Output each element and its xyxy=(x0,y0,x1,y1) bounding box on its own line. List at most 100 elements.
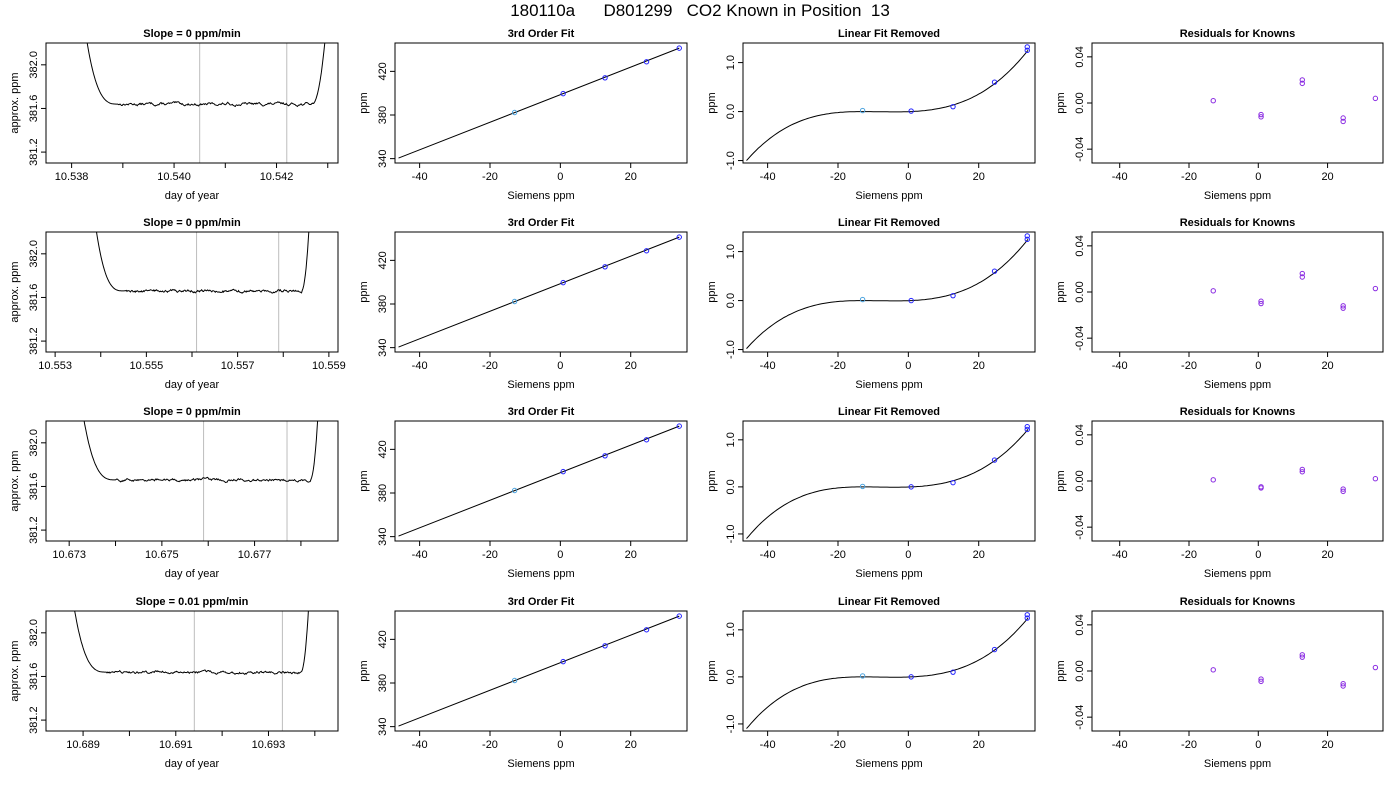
data-point xyxy=(1340,680,1346,687)
x-tick-label: -40 xyxy=(760,171,776,183)
y-axis-label: ppm xyxy=(1055,470,1067,491)
data-point xyxy=(859,673,866,679)
y-axis-label: ppm xyxy=(358,281,370,302)
data-trace xyxy=(74,611,309,675)
data-point xyxy=(950,292,956,299)
x-tick-label: 10.677 xyxy=(238,549,272,561)
panel-2-2: Linear Fit Removed -40 -20 0 20 Siemens ppm -1… xyxy=(706,406,1036,580)
x-tick-label: 0 xyxy=(557,549,563,561)
data-point xyxy=(1372,95,1379,102)
axes-box xyxy=(45,610,339,732)
x-tick-label: -40 xyxy=(760,739,776,751)
panel-0-0: Slope = 0 ppm/min 10.538 10.540 10.542 day o… xyxy=(9,28,339,202)
y-tick-label: 381.2 xyxy=(28,327,40,355)
x-axis-label: Siemens ppm xyxy=(855,758,922,770)
x-tick-label: -20 xyxy=(830,360,846,372)
axes-box xyxy=(394,610,688,732)
panel-title: Slope = 0 ppm/min xyxy=(143,217,241,229)
y-tick-label: 420 xyxy=(377,630,389,648)
data-point xyxy=(602,75,608,81)
fit-line xyxy=(398,47,680,159)
y-tick-label: 380 xyxy=(377,674,389,692)
fit-curve xyxy=(746,617,1029,729)
axes-box xyxy=(394,231,688,353)
x-tick-label: -20 xyxy=(830,739,846,751)
x-axis-label: day of year xyxy=(165,190,220,202)
y-tick-label: 0.04 xyxy=(1074,46,1086,67)
panel-1-1: 3rd Order Fit -40 -20 0 20 Siemens ppm 340 380 4… xyxy=(358,217,688,391)
panel-2-3: Residuals for Knowns -40 -20 0 20 Siemens ppm… xyxy=(1055,406,1384,580)
plot-area xyxy=(398,47,680,159)
data-point xyxy=(859,483,866,490)
x-tick-label: -40 xyxy=(412,360,428,372)
x-tick-label: 10.675 xyxy=(145,549,179,561)
data-point xyxy=(950,103,956,110)
x-axis-label: Siemens ppm xyxy=(855,379,922,391)
data-point xyxy=(1258,676,1264,682)
x-tick-label: 0 xyxy=(1255,549,1261,561)
data-point xyxy=(1299,274,1305,280)
data-point xyxy=(511,487,518,494)
y-tick-label: 0.00 xyxy=(1074,470,1086,491)
data-point xyxy=(1210,477,1216,483)
x-axis-label: day of year xyxy=(165,379,220,391)
data-point xyxy=(1299,654,1305,660)
y-tick-label: -0.04 xyxy=(1074,515,1086,540)
y-tick-label: 1.0 xyxy=(725,55,737,70)
panel-title: Slope = 0.01 ppm/min xyxy=(136,596,249,608)
y-tick-label: 381.2 xyxy=(28,138,40,166)
data-point xyxy=(602,643,608,649)
data-point xyxy=(1340,486,1346,492)
data-point xyxy=(643,59,650,65)
x-tick-label: -20 xyxy=(482,360,498,372)
y-tick-label: 0.04 xyxy=(1074,424,1086,445)
data-point xyxy=(1372,664,1379,671)
y-tick-label: 0.0 xyxy=(725,293,737,308)
data-trace xyxy=(96,232,310,294)
x-tick-label: -20 xyxy=(482,739,498,751)
x-tick-label: -20 xyxy=(830,549,846,561)
y-tick-label: 0.0 xyxy=(725,669,737,684)
panel-title: 3rd Order Fit xyxy=(508,596,575,608)
y-tick-label: 340 xyxy=(377,717,389,735)
x-tick-label: 10.673 xyxy=(52,549,86,561)
x-tick-label: 10.559 xyxy=(312,360,346,372)
y-tick-label: -0.04 xyxy=(1074,705,1086,730)
x-axis-label: Siemens ppm xyxy=(855,568,922,580)
x-tick-label: -40 xyxy=(1112,549,1128,561)
plot-area xyxy=(398,615,680,727)
y-tick-label: 0.00 xyxy=(1074,281,1086,302)
data-point xyxy=(1372,285,1379,292)
y-tick-label: -0.04 xyxy=(1074,326,1086,351)
x-tick-label: 10.555 xyxy=(130,360,164,372)
y-tick-label: 420 xyxy=(377,440,389,458)
x-axis-label: Siemens ppm xyxy=(507,568,574,580)
fit-curve xyxy=(746,238,1029,349)
data-point xyxy=(1210,288,1216,294)
x-tick-label: -40 xyxy=(760,360,776,372)
data-point xyxy=(1299,77,1305,83)
x-tick-label: 20 xyxy=(625,739,637,751)
fit-curve xyxy=(746,49,1029,161)
x-axis-label: Siemens ppm xyxy=(1204,758,1271,770)
data-point xyxy=(511,298,518,305)
data-point xyxy=(1258,678,1264,685)
data-point xyxy=(560,658,566,665)
y-tick-label: 0.0 xyxy=(725,104,737,119)
y-tick-label: 381.6 xyxy=(28,95,40,123)
x-tick-label: 10.693 xyxy=(252,739,286,751)
data-point xyxy=(991,646,998,653)
y-tick-label: 380 xyxy=(377,106,389,124)
plot-area xyxy=(746,617,1029,729)
data-point xyxy=(1024,423,1030,430)
fit-curve xyxy=(746,429,1029,539)
data-point xyxy=(1258,298,1264,304)
data-point xyxy=(1299,469,1305,475)
y-tick-label: -0.04 xyxy=(1074,137,1086,162)
panel-title: Linear Fit Removed xyxy=(838,28,940,40)
y-axis-label: ppm xyxy=(706,660,718,681)
y-tick-label: 381.6 xyxy=(28,663,40,691)
data-point xyxy=(1299,270,1305,277)
x-tick-label: 20 xyxy=(625,171,637,183)
y-tick-label: 420 xyxy=(377,251,389,269)
